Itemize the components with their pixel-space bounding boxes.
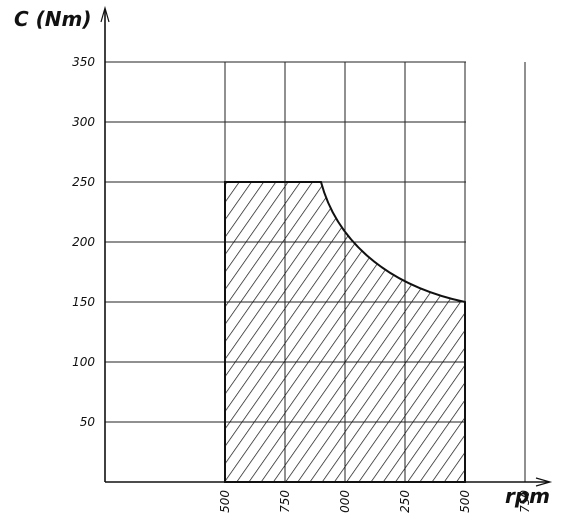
x-tick-label: 500: [458, 490, 472, 513]
y-tick-label: 300: [72, 115, 95, 129]
axes: [100, 5, 553, 487]
operating-region: [224, 181, 466, 483]
x-tick-label: 000: [338, 490, 352, 513]
x-tick-label: 750: [278, 490, 292, 513]
x-tick-label: 500: [218, 490, 232, 513]
y-axis-title: C (Nm): [14, 7, 92, 31]
y-tick-label: 350: [72, 55, 95, 69]
x-tick-label: 750: [518, 490, 532, 513]
y-tick-label: 50: [80, 415, 96, 429]
y-tick-label: 100: [72, 355, 95, 369]
y-tick-label: 200: [72, 235, 95, 249]
y-tick-label: 250: [72, 175, 95, 189]
y-tick-label: 150: [72, 295, 95, 309]
x-tick-labels: 500 750 000 250 500 750: [218, 490, 532, 513]
y-tick-labels: 50 100 150 200 250 300 350: [72, 55, 95, 429]
x-axis-arrow-icon: [535, 477, 553, 487]
y-axis-arrow-icon: [100, 5, 110, 23]
x-tick-label: 250: [398, 490, 412, 513]
x-axis-title: rpm: [505, 484, 550, 508]
